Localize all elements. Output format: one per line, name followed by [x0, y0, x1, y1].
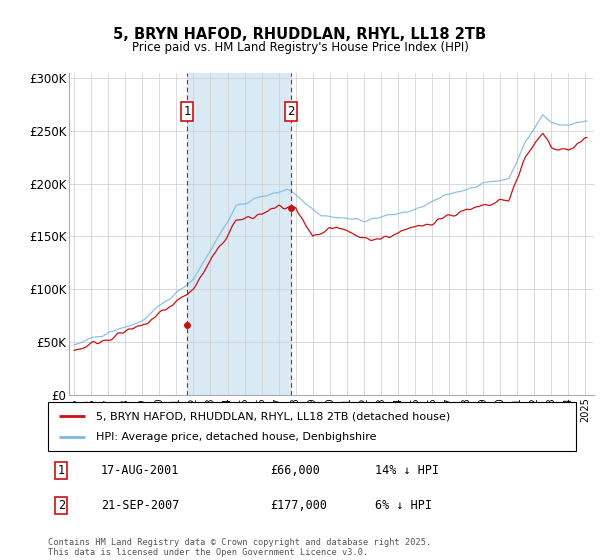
Text: 2: 2 — [287, 105, 295, 118]
Text: 6% ↓ HPI: 6% ↓ HPI — [376, 499, 433, 512]
Text: 1: 1 — [58, 464, 65, 477]
Text: Contains HM Land Registry data © Crown copyright and database right 2025.
This d: Contains HM Land Registry data © Crown c… — [48, 538, 431, 557]
Text: Price paid vs. HM Land Registry's House Price Index (HPI): Price paid vs. HM Land Registry's House … — [131, 41, 469, 54]
Text: 21-SEP-2007: 21-SEP-2007 — [101, 499, 179, 512]
Text: £177,000: £177,000 — [270, 499, 327, 512]
Bar — [187, 73, 291, 395]
Text: 14% ↓ HPI: 14% ↓ HPI — [376, 464, 439, 477]
Text: 5, BRYN HAFOD, RHUDDLAN, RHYL, LL18 2TB (detached house): 5, BRYN HAFOD, RHUDDLAN, RHYL, LL18 2TB … — [95, 411, 450, 421]
Text: 1: 1 — [184, 105, 191, 118]
Text: 17-AUG-2001: 17-AUG-2001 — [101, 464, 179, 477]
Text: 5, BRYN HAFOD, RHUDDLAN, RHYL, LL18 2TB: 5, BRYN HAFOD, RHUDDLAN, RHYL, LL18 2TB — [113, 27, 487, 42]
Text: £66,000: £66,000 — [270, 464, 320, 477]
Text: HPI: Average price, detached house, Denbighshire: HPI: Average price, detached house, Denb… — [95, 432, 376, 442]
Text: 2: 2 — [58, 499, 65, 512]
